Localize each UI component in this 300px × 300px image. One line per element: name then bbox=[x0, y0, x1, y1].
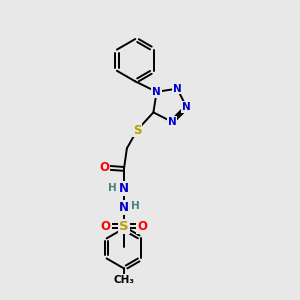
Text: CH₃: CH₃ bbox=[113, 274, 134, 285]
Text: O: O bbox=[137, 220, 147, 233]
Text: O: O bbox=[99, 161, 109, 174]
Text: S: S bbox=[133, 124, 142, 136]
Text: N: N bbox=[173, 84, 182, 94]
Text: H: H bbox=[131, 201, 140, 211]
Text: S: S bbox=[119, 220, 129, 233]
Text: N: N bbox=[167, 117, 176, 127]
Text: N: N bbox=[119, 201, 129, 214]
Text: H: H bbox=[108, 183, 117, 193]
Text: O: O bbox=[101, 220, 111, 233]
Text: N: N bbox=[152, 87, 161, 97]
Text: N: N bbox=[182, 102, 191, 112]
Text: N: N bbox=[119, 182, 129, 195]
